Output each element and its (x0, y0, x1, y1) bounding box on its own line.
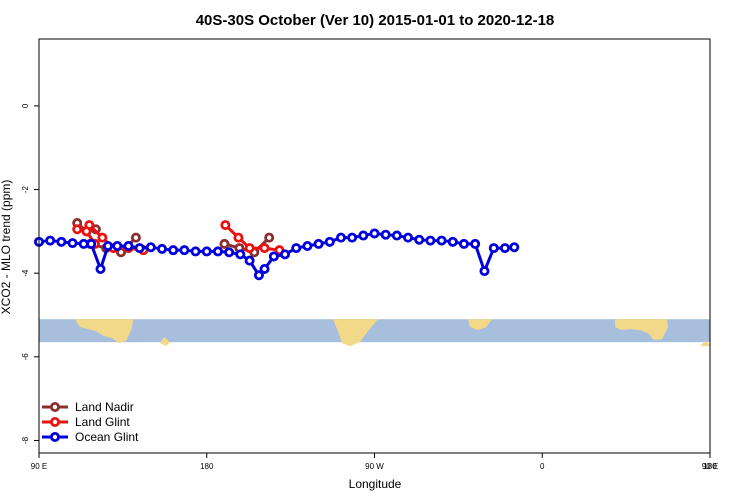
data-point (190, 246, 201, 257)
data-point (324, 236, 335, 247)
y-tick-label: -6 (21, 353, 30, 361)
data-point (313, 238, 324, 249)
data-point (145, 242, 156, 253)
data-point (72, 224, 83, 235)
data-point (157, 243, 168, 254)
data-point (259, 243, 270, 254)
data-point (458, 238, 469, 249)
data-point (67, 238, 78, 249)
x-axis-label: Longitude (349, 477, 402, 491)
data-point (369, 228, 380, 239)
legend-label: Ocean Glint (75, 430, 139, 444)
data-point (95, 263, 106, 274)
legend-swatch-marker (50, 401, 61, 412)
x-tick-label: 0 (540, 462, 545, 471)
series-ocean-glint (34, 228, 520, 281)
data-point (219, 238, 230, 249)
map-ocean (39, 319, 710, 343)
data-point (56, 236, 67, 247)
data-point (335, 232, 346, 243)
x-tick-label: 90 E (702, 462, 718, 471)
data-point (509, 242, 520, 253)
data-point (470, 238, 481, 249)
map-land-nz-1 (160, 337, 170, 347)
x-tick-label: 90 E (31, 462, 47, 471)
data-point (488, 243, 499, 254)
y-tick-label: 0 (21, 103, 30, 108)
data-point (244, 255, 255, 266)
x-tick-label: 90 W (365, 462, 384, 471)
data-point (259, 263, 270, 274)
data-point (102, 240, 113, 251)
data-point (291, 243, 302, 254)
data-point (253, 270, 264, 281)
y-tick-label: -8 (21, 436, 30, 444)
legend-swatch-marker (50, 431, 61, 442)
legend-label: Land Nadir (75, 400, 134, 414)
legend-item: Land Nadir (42, 400, 134, 414)
legend-label: Land Glint (75, 415, 130, 429)
data-point (235, 249, 246, 260)
data-point (414, 234, 425, 245)
data-point (436, 235, 447, 246)
map-land-australia-2 (615, 319, 668, 341)
data-point (123, 240, 134, 251)
data-point (212, 246, 223, 257)
data-point (425, 235, 436, 246)
data-point (179, 245, 190, 256)
data-point (302, 240, 313, 251)
data-point (233, 232, 244, 243)
legend-item: Land Glint (42, 415, 130, 429)
map-strip (39, 319, 710, 347)
y-tick-label: -4 (21, 269, 30, 277)
data-point (168, 245, 179, 256)
x-tick-label: 180 (200, 462, 214, 471)
data-point (403, 232, 414, 243)
data-point (380, 229, 391, 240)
legend-swatch-marker (50, 416, 61, 427)
data-point (499, 243, 510, 254)
y-axis: 0 -2 -4 -6 -8 (21, 103, 39, 444)
data-point (86, 238, 97, 249)
data-point (447, 236, 458, 247)
map-land-africa (468, 319, 492, 331)
data-point (264, 232, 275, 243)
data-point (81, 226, 92, 237)
data-point (347, 232, 358, 243)
data-point (112, 240, 123, 251)
data-point (479, 266, 490, 277)
map-land-south-america (333, 319, 378, 347)
data-point (391, 230, 402, 241)
plot-area (34, 217, 520, 281)
data-point (97, 232, 108, 243)
data-point (280, 249, 291, 260)
data-point (244, 243, 255, 254)
y-axis-label: XCO2 - MLO trend (ppm) (0, 180, 13, 315)
data-point (45, 235, 56, 246)
map-land-nz-2 (700, 341, 710, 347)
data-point (134, 243, 145, 254)
x-tick-label: 180 (703, 462, 717, 471)
data-point (130, 232, 141, 243)
data-point (224, 247, 235, 258)
data-point (201, 246, 212, 257)
chart-title: 40S-30S October (Ver 10) 2015-01-01 to 2… (196, 12, 555, 29)
legend-item: Ocean Glint (42, 430, 139, 444)
map-land-australia-1 (75, 319, 133, 344)
data-point (358, 230, 369, 241)
y-tick-label: -2 (21, 185, 30, 193)
data-point (220, 220, 231, 231)
data-point (268, 251, 279, 262)
